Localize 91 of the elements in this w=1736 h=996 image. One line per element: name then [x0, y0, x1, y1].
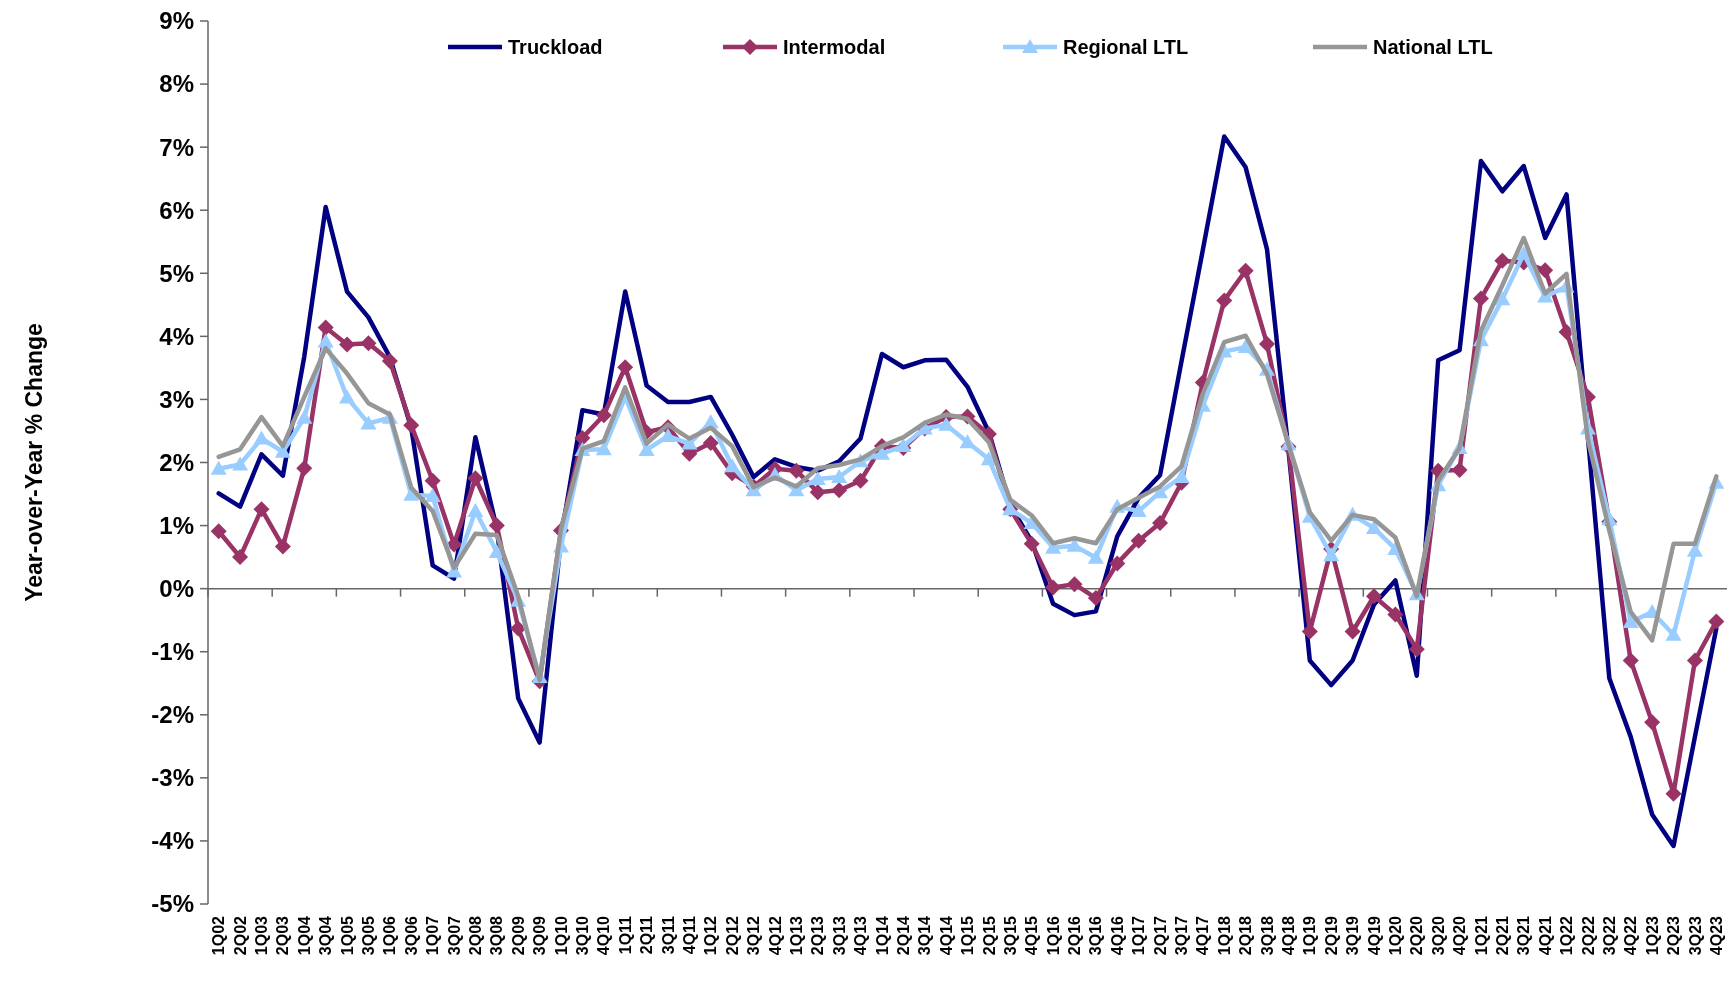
y-tick-label: -5%	[151, 890, 194, 918]
x-tick-label: 4Q18	[1280, 915, 1298, 956]
legend-label: National LTL	[1373, 36, 1493, 58]
x-tick-label: 3Q17	[1173, 915, 1191, 956]
x-tick-label: 2Q15	[980, 915, 998, 956]
x-tick-label: 4Q14	[937, 915, 955, 956]
x-tick-label: 2Q17	[1151, 915, 1169, 956]
x-tick-label: 3Q16	[1087, 915, 1105, 956]
x-tick-label: 4Q19	[1365, 915, 1383, 956]
x-tick-label: 4Q16	[1108, 915, 1126, 956]
x-tick-label: 3Q10	[574, 915, 591, 956]
x-tick-label: 3Q22	[1600, 915, 1618, 956]
y-tick-label: 7%	[159, 133, 194, 161]
x-tick-label: 2Q11	[638, 915, 656, 955]
y-tick-label: -4%	[151, 827, 194, 855]
x-tick-label: 2Q18	[1237, 915, 1255, 956]
x-tick-label: 4Q15	[1023, 915, 1041, 956]
x-tick-label: 3Q18	[1258, 915, 1276, 956]
x-tick-label: 3Q14	[916, 915, 934, 956]
x-tick-label: 2Q16	[1066, 915, 1084, 956]
x-tick-label: 4Q10	[595, 915, 613, 956]
y-tick-label: 8%	[159, 70, 194, 98]
x-tick-label: 3Q06	[402, 915, 420, 956]
x-tick-label: 1Q05	[338, 915, 356, 956]
x-tick-label: 2Q03	[274, 915, 292, 956]
x-tick-label: 3Q20	[1429, 915, 1447, 956]
x-tick-label: 2Q14	[894, 915, 912, 956]
y-tick-label: -3%	[151, 764, 194, 792]
x-tick-label: 1Q17	[1130, 915, 1148, 956]
y-tick-label: 3%	[159, 385, 194, 413]
x-tick-label: 3Q09	[531, 915, 549, 956]
x-tick-label: 2Q02	[231, 915, 249, 956]
x-tick-label: 2Q13	[809, 915, 827, 956]
x-tick-label: 4Q17	[1194, 915, 1212, 956]
x-tick-label: 4Q22	[1622, 915, 1640, 956]
x-tick-label: 3Q15	[1001, 915, 1019, 956]
x-tick-label: 2Q22	[1579, 915, 1597, 956]
x-tick-label: 1Q22	[1558, 915, 1576, 956]
x-tick-label: 3Q12	[745, 915, 763, 956]
x-tick-label: 1Q07	[424, 915, 442, 956]
y-tick-label: -1%	[151, 638, 194, 666]
x-tick-label: 1Q20	[1386, 915, 1404, 956]
x-tick-label: 1Q04	[295, 915, 313, 956]
x-tick-label: 3Q08	[488, 915, 506, 956]
y-tick-label: 6%	[159, 196, 194, 224]
legend-label: Truckload	[508, 36, 603, 58]
x-tick-label: 3Q19	[1344, 915, 1362, 956]
x-tick-label: 2Q19	[1322, 915, 1340, 956]
x-tick-label: 2Q20	[1408, 915, 1426, 956]
x-tick-label: 2Q23	[1665, 915, 1683, 956]
x-tick-label: 3Q23	[1686, 915, 1704, 956]
x-tick-label: 2Q21	[1493, 915, 1511, 956]
x-tick-label: 1Q11	[616, 915, 634, 955]
y-tick-label: 2%	[159, 448, 194, 476]
legend-label: Intermodal	[783, 36, 886, 58]
legend-label: Regional LTL	[1063, 36, 1189, 58]
x-tick-label: 4Q13	[852, 915, 870, 956]
y-tick-label: 1%	[159, 511, 194, 539]
y-tick-label: 9%	[159, 7, 194, 35]
x-tick-label: 2Q09	[509, 915, 527, 956]
x-tick-label: 3Q07	[445, 915, 463, 956]
x-tick-label: 3Q04	[317, 915, 335, 956]
x-tick-label: 1Q06	[381, 915, 399, 956]
x-tick-label: 1Q10	[552, 915, 570, 956]
x-tick-label: 1Q13	[787, 915, 805, 956]
x-tick-label: 1Q23	[1643, 915, 1661, 956]
x-tick-label: 1Q21	[1472, 915, 1490, 956]
x-tick-label: 2Q08	[467, 915, 485, 956]
x-tick-label: 1Q15	[959, 915, 977, 956]
x-tick-label: 1Q18	[1215, 915, 1233, 956]
x-tick-label: 1Q16	[1044, 915, 1062, 956]
y-tick-label: 5%	[159, 259, 194, 287]
x-tick-label: 2Q12	[723, 915, 741, 956]
y-tick-label: -2%	[151, 701, 194, 729]
x-tick-label: 4Q23	[1707, 915, 1725, 956]
x-tick-label: 1Q19	[1301, 915, 1319, 956]
x-tick-label: 1Q02	[210, 915, 228, 956]
x-tick-label: 1Q12	[702, 915, 720, 956]
y-axis-title: Year-over-Year % Change	[21, 323, 47, 602]
x-tick-label: 4Q20	[1451, 915, 1469, 956]
x-tick-label: 3Q21	[1515, 915, 1533, 956]
x-tick-label: 4Q21	[1536, 915, 1554, 956]
x-tick-label: 3Q11	[659, 915, 677, 955]
x-tick-label: 1Q03	[253, 915, 271, 956]
x-tick-label: 3Q13	[830, 915, 848, 956]
x-tick-label: 3Q05	[360, 915, 378, 956]
y-tick-label: 0%	[159, 575, 194, 603]
y-tick-label: 4%	[159, 322, 194, 350]
x-tick-label: 4Q11	[680, 915, 698, 955]
x-tick-label: 4Q12	[766, 915, 784, 956]
x-tick-label: 1Q14	[873, 915, 891, 956]
